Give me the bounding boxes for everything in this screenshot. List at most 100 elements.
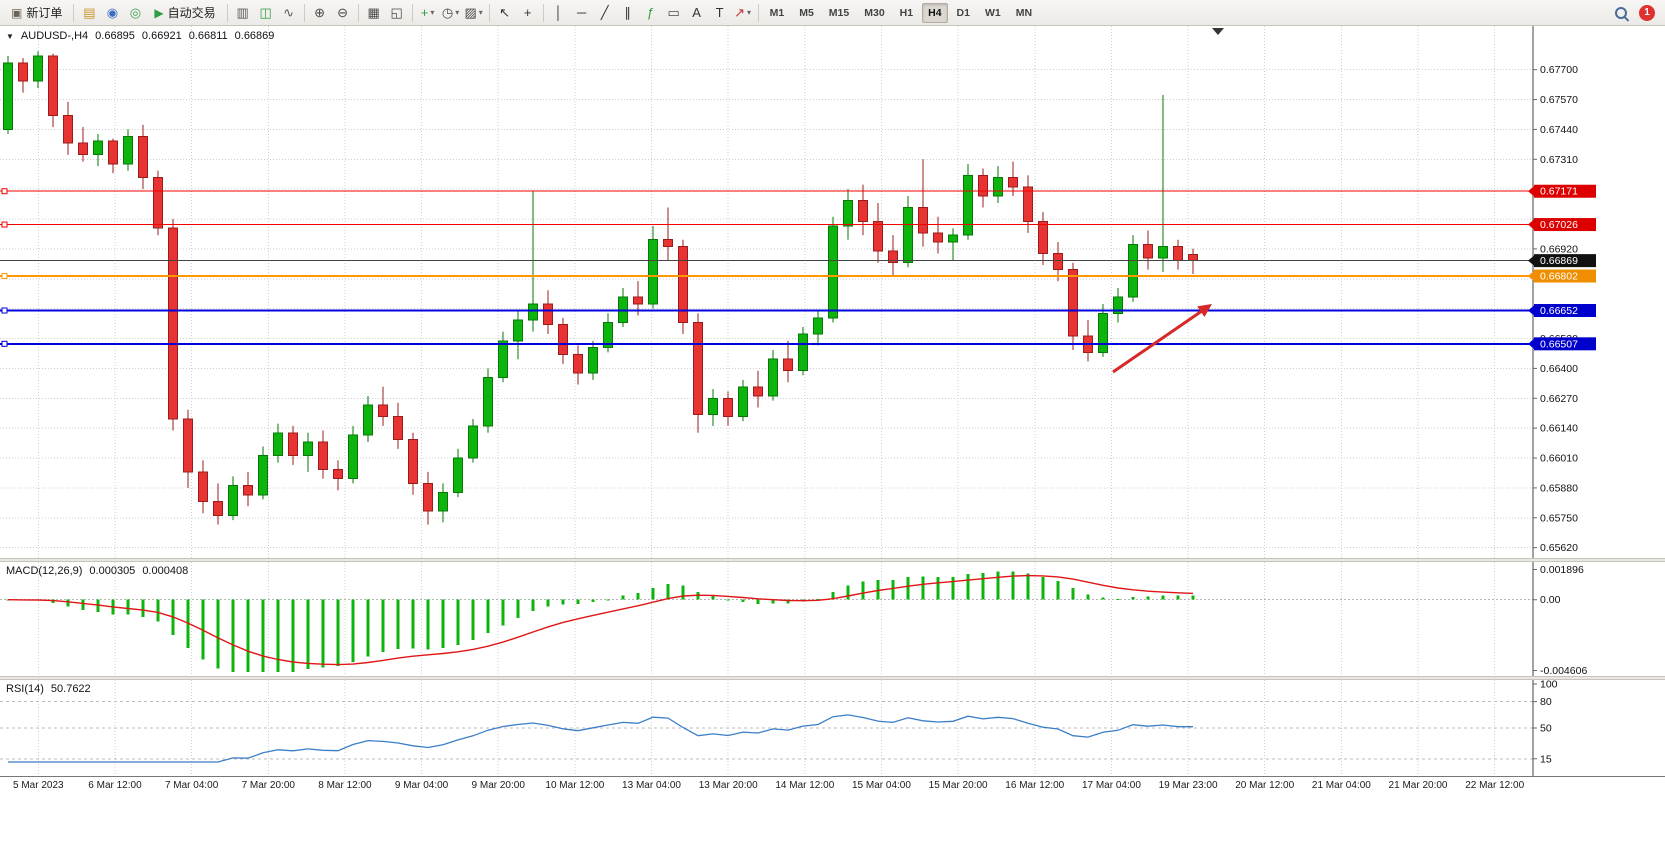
timeframe-h1-button[interactable]: H1 xyxy=(899,6,914,19)
crosshair-icon[interactable]: + xyxy=(517,3,539,23)
time-label: 13 Mar 20:00 xyxy=(698,780,758,791)
candle-body xyxy=(1113,296,1123,314)
candle-body xyxy=(63,115,73,144)
toolbar: ▣ 新订单 ▤ ◉ ◎ ▶ 自动交易 ▥ ◫ ∿ ⊕ ⊖ ▦ ◱ + ▾ ◷ ▾ ▨ ▾ ↖ + │ ─ ╱ ∥ ƒ ▭ A T ↗ ▾ M1 M… xyxy=(0,0,1665,26)
candle-body xyxy=(768,358,778,397)
candle-body xyxy=(558,324,568,356)
panel-splitter-rsi[interactable] xyxy=(0,676,1665,680)
candle-body xyxy=(378,404,388,418)
timeframe-w1-button[interactable]: W1 xyxy=(984,6,1001,19)
candle-body xyxy=(408,439,418,484)
dropdown-caret-icon: ▾ xyxy=(455,8,460,17)
pivot-handle xyxy=(1,273,8,280)
chart-window[interactable]: 0.67700 0.67570 0.67440 0.67310 0.66920 0.665… xyxy=(0,26,1665,845)
svg-text:0.66869: 0.66869 xyxy=(1540,255,1578,267)
channel-icon[interactable]: ∥ xyxy=(617,3,639,23)
zoom-in-icon[interactable]: ⊕ xyxy=(309,3,331,23)
candle-body xyxy=(1023,186,1033,222)
notification-badge[interactable]: 1 xyxy=(1639,4,1655,21)
shapes-icon[interactable]: ▭ xyxy=(663,3,685,23)
candle-body xyxy=(813,317,823,335)
search-icon[interactable] xyxy=(1610,3,1632,23)
refresh-icon[interactable]: ◎ xyxy=(124,3,146,23)
time-label: 13 Mar 04:00 xyxy=(622,780,681,791)
candle-body xyxy=(963,174,973,236)
crosshair-icon: + xyxy=(523,5,532,20)
candle-body xyxy=(288,432,298,457)
cursor-icon[interactable]: ↖ xyxy=(494,3,516,23)
resistance-2-handle xyxy=(1,221,8,228)
shift-marker-icon xyxy=(1212,28,1224,35)
timeframe-m30-button[interactable]: M30 xyxy=(864,6,885,19)
timeframe-mn-button[interactable]: MN xyxy=(1015,6,1033,19)
arrows-icon: ↗ xyxy=(734,5,746,20)
text-label-icon[interactable]: T xyxy=(709,3,731,23)
auto-trading-icon: ▶ xyxy=(154,5,164,20)
candle-body xyxy=(933,232,943,243)
candle-body xyxy=(828,225,838,319)
time-axis[interactable]: 5 Mar 2023 6 Mar 12:00 7 Mar 04:00 7 Mar 20… xyxy=(0,776,1665,794)
candle-body xyxy=(93,140,103,156)
new-order-button[interactable]: ▣ 新订单 xyxy=(4,1,69,24)
rsi-indicator-canvas[interactable]: 100 80 50 15 xyxy=(0,680,1665,776)
candle-body xyxy=(783,358,793,372)
candle-body xyxy=(978,174,988,197)
new-order-icon: ▣ xyxy=(11,5,23,20)
horizontal-line-icon: ─ xyxy=(577,5,587,20)
line-style-icon[interactable]: ∿ xyxy=(278,3,300,23)
zoom-out-icon: ⊖ xyxy=(337,5,349,20)
auto-trading-button[interactable]: ▶ 自动交易 xyxy=(147,1,222,24)
timeframe-m1-button[interactable]: M1 xyxy=(769,6,785,19)
market-watch-icon[interactable]: ▤ xyxy=(78,3,100,23)
accounts-icon[interactable]: ◉ xyxy=(101,3,123,23)
candle-body xyxy=(138,135,148,179)
zoom-out-icon[interactable]: ⊖ xyxy=(332,3,354,23)
fibonacci-icon[interactable]: ƒ xyxy=(640,3,662,23)
candle-body xyxy=(318,441,328,471)
bid-price-badge: 0.66869 xyxy=(1528,254,1596,268)
candle-body xyxy=(453,457,463,494)
candle-body xyxy=(153,177,163,229)
trend-arrow-shaft xyxy=(1112,307,1206,374)
bars-style-icon[interactable]: ▥ xyxy=(232,3,254,23)
candle-body xyxy=(1128,243,1138,298)
rsi-axis-label: 100 xyxy=(1540,680,1558,691)
support-1-price-badge: 0.66652 xyxy=(1528,303,1596,317)
macd-indicator-canvas[interactable]: 0.001896 0.00 -0.004606 xyxy=(0,562,1665,676)
panel-splitter-macd[interactable] xyxy=(0,558,1665,562)
candle-body xyxy=(603,321,613,349)
toolbar-separator xyxy=(488,3,490,22)
timeframe-d1-button[interactable]: D1 xyxy=(956,6,970,19)
text-label-icon: T xyxy=(715,5,724,20)
candle-body xyxy=(393,416,403,441)
candles-style-icon[interactable]: ◫ xyxy=(255,3,277,23)
new-order-label: 新订单 xyxy=(26,6,63,20)
candle-body xyxy=(633,296,643,305)
trendline-icon[interactable]: ╱ xyxy=(594,3,616,23)
main-chart-canvas[interactable]: 0.67700 0.67570 0.67440 0.67310 0.66920 0.665… xyxy=(0,26,1665,558)
templates-icon[interactable]: ▨ ▾ xyxy=(463,3,485,23)
dropdown-caret-icon: ▾ xyxy=(478,8,483,17)
macd-signal-line xyxy=(7,574,1194,666)
indicators-icon[interactable]: + ▾ xyxy=(417,3,439,23)
new-chart-icon[interactable]: ▦ xyxy=(363,3,385,23)
vertical-line-icon[interactable]: │ xyxy=(548,3,570,23)
arrows-icon[interactable]: ↗ ▾ xyxy=(732,3,754,23)
toolbar-separator xyxy=(757,3,759,22)
timeframe-m15-button[interactable]: M15 xyxy=(828,6,850,19)
timeframe-h4-button[interactable]: H4 xyxy=(922,2,948,23)
price-label: 0.66270 xyxy=(1540,393,1578,405)
timeframe-m5-button[interactable]: M5 xyxy=(799,6,814,19)
candle-body xyxy=(948,234,958,243)
toolbar-separator xyxy=(303,3,305,22)
rsi-axis-label: 50 xyxy=(1540,723,1552,735)
time-label: 15 Mar 20:00 xyxy=(928,780,988,791)
candle-body xyxy=(18,62,28,82)
horizontal-line-icon[interactable]: ─ xyxy=(571,3,593,23)
time-label: 20 Mar 12:00 xyxy=(1235,780,1295,791)
time-label: 7 Mar 04:00 xyxy=(164,780,219,791)
periods-icon[interactable]: ◷ ▾ xyxy=(440,3,462,23)
text-icon[interactable]: A xyxy=(686,3,708,23)
tile-windows-icon[interactable]: ◱ xyxy=(386,3,408,23)
